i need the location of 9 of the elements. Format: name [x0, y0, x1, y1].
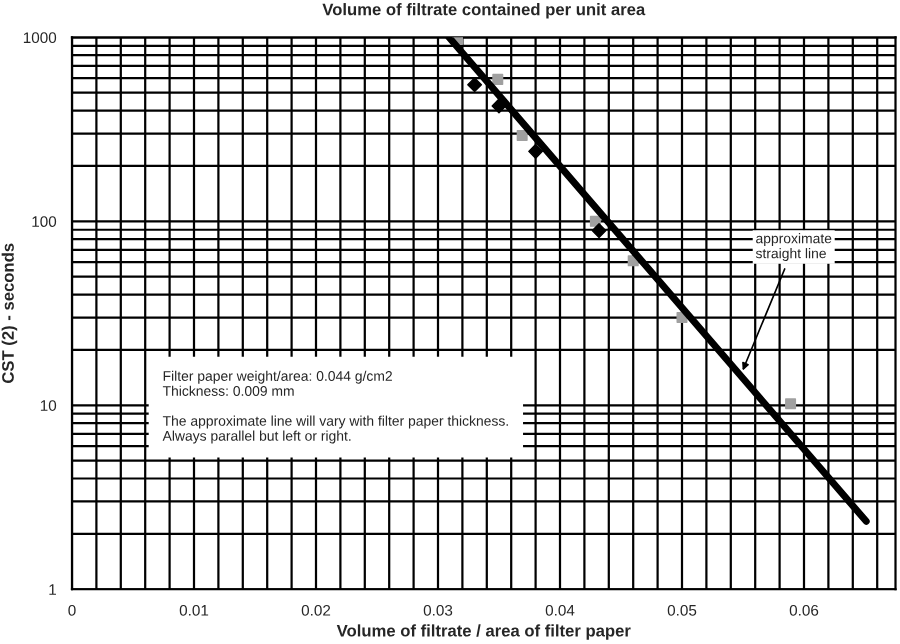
x-axis-title: Volume of filtrate / area of filter paper: [336, 624, 631, 640]
point: [528, 143, 544, 159]
point: [467, 77, 483, 93]
chart-title: Volume of filtrate contained per unit area: [322, 3, 646, 19]
point: [516, 129, 528, 141]
point: [785, 398, 797, 410]
point: [591, 223, 607, 239]
point: [492, 73, 504, 85]
y-axis-title: CST (2) - seconds: [1, 243, 18, 383]
